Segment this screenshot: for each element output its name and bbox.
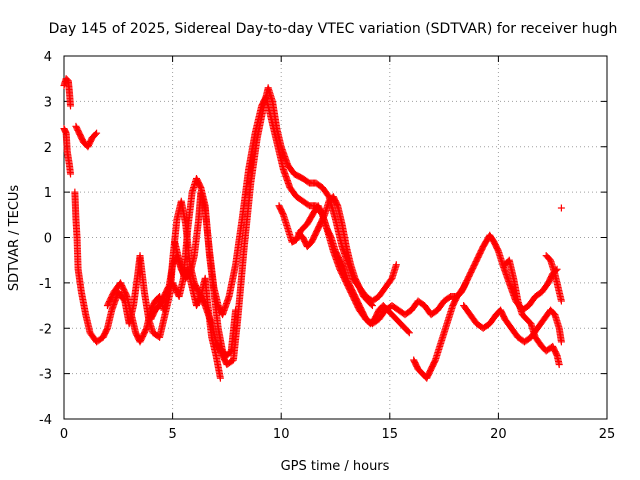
x-axis-label: GPS time / hours — [281, 459, 390, 474]
chart-title: Day 145 of 2025, Sidereal Day-to-day VTE… — [49, 21, 618, 37]
x-tick-label: 20 — [490, 427, 507, 442]
data-point — [368, 302, 376, 310]
y-tick-label: 3 — [44, 95, 52, 110]
plot-frame — [63, 55, 608, 420]
y-tick-label: 2 — [44, 141, 52, 156]
data-point — [557, 338, 565, 346]
y-tick-label: -2 — [39, 322, 52, 337]
data-point — [557, 204, 565, 212]
data-point — [93, 129, 101, 137]
data-point — [557, 297, 565, 305]
data-point — [555, 361, 563, 369]
data-point — [392, 261, 400, 269]
y-tick-label: 4 — [44, 50, 52, 65]
x-tick-label: 5 — [168, 427, 176, 442]
y-tick-label: -3 — [39, 368, 52, 383]
y-tick-label: -4 — [39, 413, 52, 428]
y-axis-label: SDTVAR / TECUs — [7, 185, 22, 292]
data-point — [216, 374, 224, 382]
data-point — [462, 279, 470, 287]
data-point — [232, 306, 240, 314]
axis-ticks — [63, 55, 608, 420]
y-tick-label: -1 — [39, 277, 52, 292]
x-tick-label: 10 — [273, 427, 290, 442]
data-point — [405, 329, 413, 337]
data-point — [367, 300, 375, 308]
data-point — [91, 130, 99, 138]
x-tick-label: 15 — [382, 427, 399, 442]
y-tick-label: 0 — [44, 232, 52, 247]
y-tick-label: 1 — [44, 186, 52, 201]
y-tick-labels: -4 -3 -2 -1 0 1 2 3 4 — [39, 50, 52, 428]
data-points — [60, 75, 565, 382]
data-point — [404, 328, 412, 336]
x-tick-label: 25 — [599, 427, 616, 442]
data-point — [67, 102, 75, 110]
x-tick-label: 0 — [60, 427, 68, 442]
grid-lines — [64, 56, 607, 419]
data-point — [461, 280, 469, 288]
data-point — [67, 170, 75, 178]
x-tick-labels: 0 5 10 15 20 25 — [60, 427, 615, 442]
